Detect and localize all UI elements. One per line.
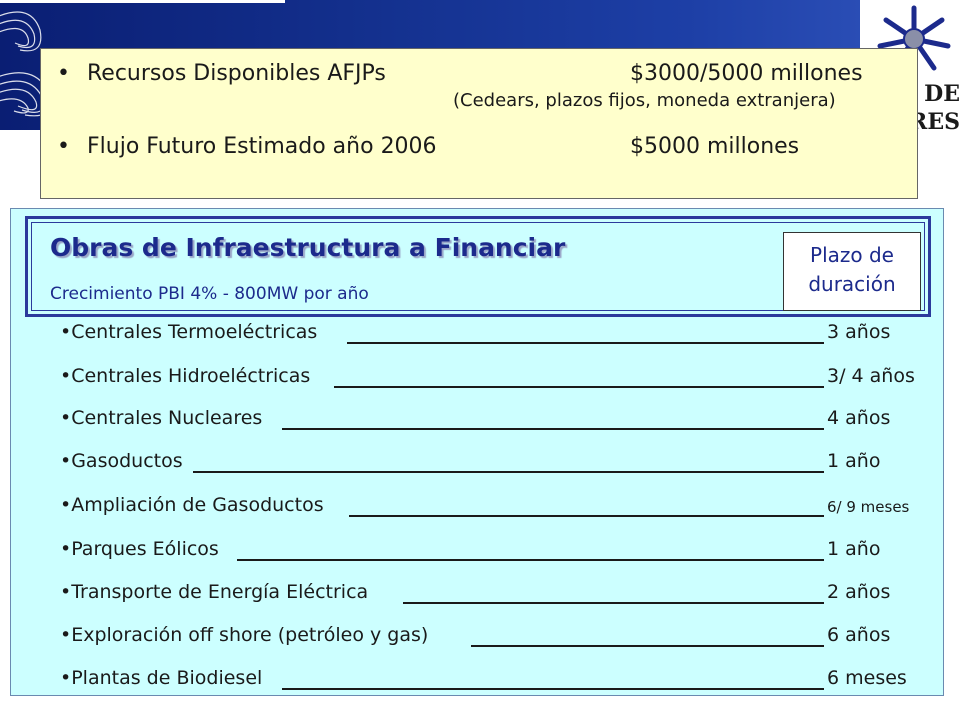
list-item: •Ampliación de Gasoductos 6/ 9 meses bbox=[60, 494, 940, 520]
panel-title: Obras de Infraestructura a Financiar bbox=[50, 233, 566, 262]
item-duration: 4 años bbox=[827, 407, 891, 429]
leader-line bbox=[282, 428, 824, 430]
item-name: •Transporte de Energía Eléctrica bbox=[60, 581, 369, 603]
item-name: •Centrales Termoeléctricas bbox=[60, 321, 318, 343]
list-item: •Centrales Termoeléctricas 3 años bbox=[60, 321, 940, 347]
note-value: $5000 millones bbox=[630, 134, 800, 159]
infrastructure-panel: Obras de Infraestructura a Financiar Cre… bbox=[10, 208, 944, 696]
list-item: •Plantas de Biodiesel 6 meses bbox=[60, 667, 940, 693]
item-name: •Ampliación de Gasoductos bbox=[60, 494, 324, 516]
bullet-icon: • bbox=[57, 134, 70, 159]
list-item: •Parques Eólicos 1 año bbox=[60, 538, 940, 564]
leader-line bbox=[193, 471, 824, 473]
term-header-line: Plazo de bbox=[810, 243, 894, 267]
list-item: •Exploración off shore (petróleo y gas) … bbox=[60, 624, 940, 650]
item-duration: 6/ 9 meses bbox=[827, 498, 910, 516]
note-label: Flujo Futuro Estimado año 2006 bbox=[87, 134, 437, 159]
item-name: •Plantas de Biodiesel bbox=[60, 667, 263, 689]
leader-line bbox=[347, 342, 824, 344]
leader-line bbox=[282, 688, 824, 690]
item-name: •Parques Eólicos bbox=[60, 538, 219, 560]
panel-subtitle: Crecimiento PBI 4% - 800MW por año bbox=[50, 284, 369, 304]
item-name: •Gasoductos bbox=[60, 450, 183, 472]
note-label: Recursos Disponibles AFJPs bbox=[87, 61, 386, 86]
leader-line bbox=[471, 645, 824, 647]
item-duration: 2 años bbox=[827, 581, 891, 603]
item-name: •Centrales Nucleares bbox=[60, 407, 263, 429]
term-header-line: duración bbox=[808, 272, 896, 296]
leader-line bbox=[237, 559, 824, 561]
panel-header: Obras de Infraestructura a Financiar Cre… bbox=[25, 216, 931, 317]
item-name: •Exploración off shore (petróleo y gas) bbox=[60, 624, 429, 646]
item-duration: 6 años bbox=[827, 624, 891, 646]
term-header-box: Plazo de duración bbox=[783, 232, 921, 311]
item-name: •Centrales Hidroeléctricas bbox=[60, 365, 311, 387]
item-duration: 1 año bbox=[827, 450, 881, 472]
item-duration: 3 años bbox=[827, 321, 891, 343]
note-value: $3000/5000 millones bbox=[630, 61, 863, 86]
leader-line bbox=[349, 515, 824, 517]
item-duration: 3/ 4 años bbox=[827, 365, 915, 387]
leader-line bbox=[334, 386, 824, 388]
leader-line bbox=[403, 602, 824, 604]
banner-accent-line bbox=[0, 0, 285, 3]
item-duration: 6 meses bbox=[827, 667, 907, 689]
list-item: •Centrales Nucleares 4 años bbox=[60, 407, 940, 433]
item-duration: 1 año bbox=[827, 538, 881, 560]
note-subtext: (Cedears, plazos fijos, moneda extranjer… bbox=[453, 90, 836, 111]
bullet-icon: • bbox=[57, 61, 70, 86]
panel-header-inner-border bbox=[31, 222, 925, 311]
list-item: •Transporte de Energía Eléctrica 2 años bbox=[60, 581, 940, 607]
list-item: •Gasoductos 1 año bbox=[60, 450, 940, 476]
list-item: •Centrales Hidroeléctricas 3/ 4 años bbox=[60, 365, 940, 391]
resources-note: • Recursos Disponibles AFJPs $3000/5000 … bbox=[40, 48, 918, 199]
